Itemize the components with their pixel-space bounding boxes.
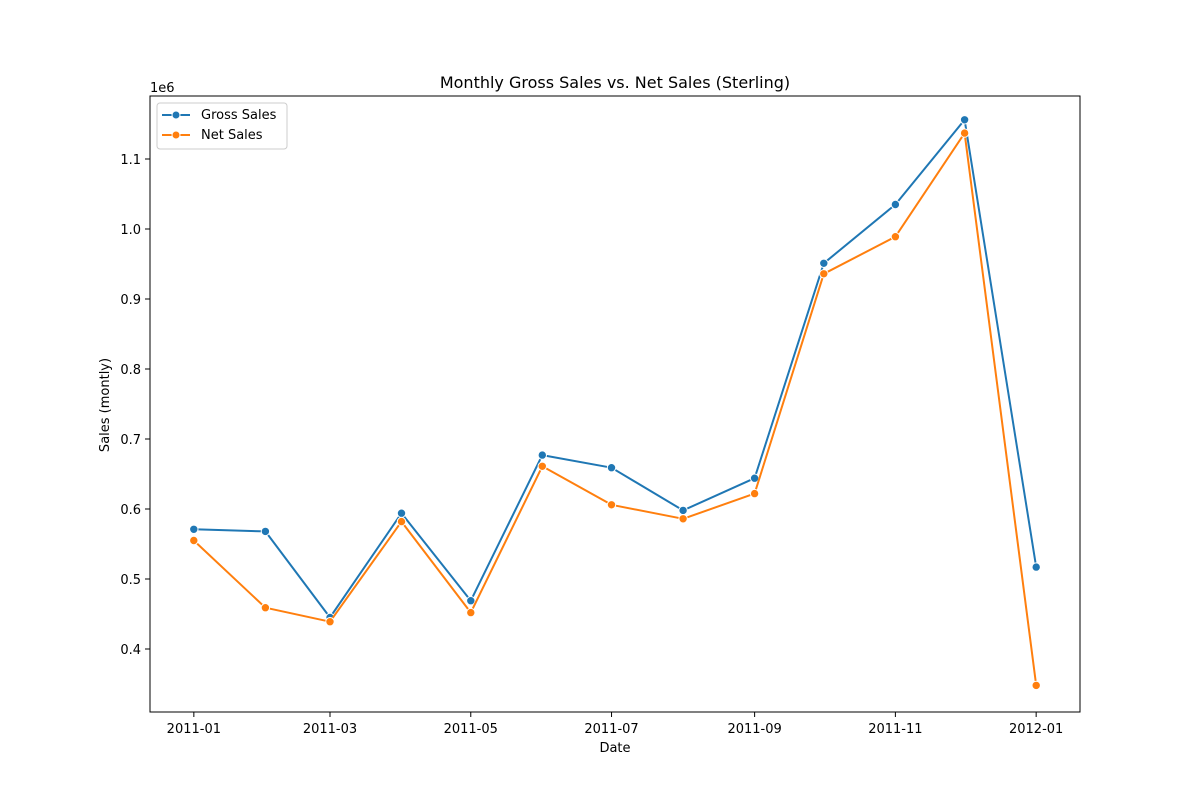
x-tick-label: 2011-03 xyxy=(303,722,357,737)
x-tick-label: 2011-11 xyxy=(868,722,922,737)
data-point-gross-sales xyxy=(890,199,901,210)
y-tick-label: 1.1 xyxy=(120,153,141,168)
data-point-gross-sales xyxy=(819,258,829,268)
data-point-gross-sales xyxy=(466,596,476,606)
x-tick-label: 2011-07 xyxy=(584,722,638,737)
data-point-net-sales xyxy=(260,603,271,613)
legend-marker-net-sales xyxy=(171,130,181,140)
y-tick-label: 0.5 xyxy=(120,573,141,588)
series-line-gross-sales xyxy=(193,118,1038,619)
legend-label-gross-sales: Gross Sales xyxy=(201,108,277,123)
y-tick-label: 1.0 xyxy=(120,223,141,238)
plot-frame xyxy=(149,95,1081,713)
y-axis-label: Sales (montly) xyxy=(98,358,113,452)
data-point-net-sales xyxy=(678,514,688,524)
data-point-gross-sales xyxy=(189,524,199,534)
data-point-net-sales xyxy=(606,500,617,510)
data-point-net-sales xyxy=(396,516,407,527)
data-point-gross-sales xyxy=(606,463,617,473)
data-point-gross-sales xyxy=(260,526,271,537)
legend-item-gross-sales: Gross Sales xyxy=(162,108,277,123)
series-gross-sales xyxy=(189,115,1041,623)
data-point-net-sales xyxy=(819,269,829,279)
data-point-net-sales xyxy=(959,128,970,138)
legend-marker-gross-sales xyxy=(171,110,181,120)
legend-label-net-sales: Net Sales xyxy=(201,128,263,143)
legend: Gross Sales Net Sales xyxy=(156,102,288,150)
series-layer xyxy=(189,115,1041,691)
series-line-net-sales xyxy=(193,132,1038,686)
x-axis-ticks: 2011-01 2011-03 2011-05 2011-07 2011-09 2011-… xyxy=(167,712,1063,737)
data-point-net-sales xyxy=(466,607,476,618)
y-tick-label: 0.4 xyxy=(120,643,141,658)
y-axis-ticks: 0.4 0.5 0.6 0.7 0.8 0.9 1.0 1.1 xyxy=(120,153,150,658)
data-point-gross-sales xyxy=(1031,562,1041,572)
data-point-gross-sales xyxy=(396,508,407,518)
data-point-gross-sales xyxy=(537,450,547,460)
y-tick-label: 0.7 xyxy=(120,433,141,448)
chart-title: Monthly Gross Sales vs. Net Sales (Sterl… xyxy=(440,73,790,92)
x-tick-label: 2011-05 xyxy=(444,722,498,737)
series-net-sales xyxy=(189,128,1041,691)
data-point-net-sales xyxy=(1031,680,1041,691)
data-point-net-sales xyxy=(189,535,199,546)
data-point-net-sales xyxy=(325,617,335,627)
x-axis-label: Date xyxy=(599,741,630,756)
x-tick-label: 2011-09 xyxy=(727,722,781,737)
y-offset-label: 1e6 xyxy=(150,81,175,96)
data-point-gross-sales xyxy=(959,115,970,125)
data-point-net-sales xyxy=(537,461,547,471)
y-tick-label: 0.9 xyxy=(120,293,141,308)
data-point-net-sales xyxy=(890,232,901,242)
data-point-net-sales xyxy=(749,488,760,499)
data-point-gross-sales xyxy=(678,505,688,516)
y-tick-label: 0.8 xyxy=(120,363,141,378)
y-tick-label: 0.6 xyxy=(120,503,141,518)
x-tick-label: 2011-01 xyxy=(167,722,221,737)
x-tick-label: 2012-01 xyxy=(1009,722,1063,737)
legend-item-net-sales: Net Sales xyxy=(162,128,263,143)
